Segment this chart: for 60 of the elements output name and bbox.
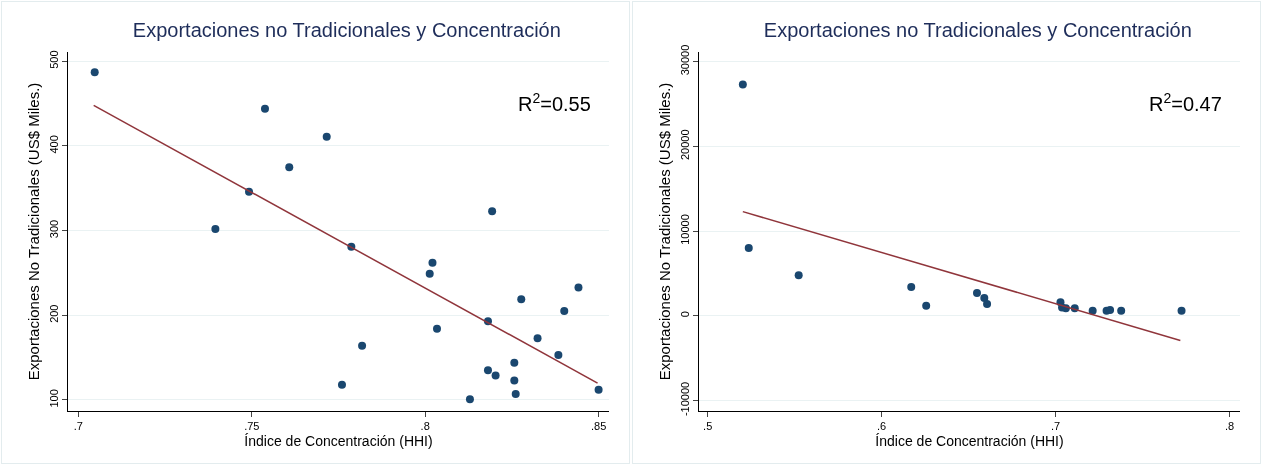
y-tick-label: 500 xyxy=(47,50,60,69)
x-axis-title: Índice de Concentración (HHI) xyxy=(875,432,1064,449)
y-tick-label: 30000 xyxy=(678,44,691,76)
x-tick-label: .8 xyxy=(1224,420,1235,433)
x-tick-label: .85 xyxy=(590,420,607,433)
point xyxy=(425,269,434,278)
point xyxy=(428,258,437,267)
point xyxy=(465,395,474,404)
point xyxy=(983,299,992,308)
point xyxy=(322,132,331,141)
x-tick-label: .8 xyxy=(420,420,430,433)
y-tick-label: 400 xyxy=(47,135,60,154)
point xyxy=(260,104,269,113)
point xyxy=(554,351,563,360)
point xyxy=(488,207,497,216)
point xyxy=(794,271,803,280)
x-tick-label: .75 xyxy=(244,420,260,433)
y-tick-label: 200 xyxy=(47,304,60,323)
point xyxy=(491,371,500,380)
x-tick-label: .6 xyxy=(877,420,887,433)
point xyxy=(744,244,753,253)
point xyxy=(560,307,569,316)
point xyxy=(1177,306,1186,315)
y-tick-label: 100 xyxy=(47,389,60,408)
point xyxy=(510,358,519,367)
annotation: R$^{2}$=0.55 xyxy=(518,90,591,116)
chart-title: Exportaciones no Tradicionales y Concentración xyxy=(132,18,561,41)
x-axis-title: Índice de Concentración (HHI) xyxy=(244,432,433,449)
point xyxy=(483,366,492,375)
y-tick-label: 20000 xyxy=(678,129,691,161)
point xyxy=(922,301,931,310)
y-tick-label: 0 xyxy=(678,311,691,318)
point xyxy=(738,80,747,89)
point xyxy=(211,224,220,233)
y-axis-title: Exportaciones No Tradicionales (US$ Miles.) xyxy=(24,82,42,381)
point xyxy=(907,283,916,292)
y-tick-label: -10000 xyxy=(678,381,691,417)
point xyxy=(285,163,294,172)
y-tick-label: 300 xyxy=(47,219,60,239)
y-tick-label: 10000 xyxy=(678,214,691,245)
point xyxy=(1117,306,1126,315)
point xyxy=(337,380,346,389)
point xyxy=(533,334,542,343)
point xyxy=(358,341,367,350)
point xyxy=(594,385,603,394)
x-tick-label: .7 xyxy=(73,420,83,433)
chart-title: Exportaciones no Tradicionales y Concentración xyxy=(763,18,1192,41)
point xyxy=(510,376,519,385)
point xyxy=(1106,305,1115,314)
point xyxy=(90,68,99,77)
annotation: R$^{2}$=0.47 xyxy=(1149,90,1222,116)
point xyxy=(980,294,989,303)
y-axis-title: Exportaciones No Tradicionales (US$ Miles.) xyxy=(655,82,673,381)
x-tick-label: .7 xyxy=(1051,420,1061,433)
point xyxy=(972,288,981,297)
point xyxy=(517,295,526,304)
point xyxy=(432,324,441,333)
x-tick-label: .5 xyxy=(703,420,713,433)
point xyxy=(511,390,520,399)
point xyxy=(574,283,583,292)
